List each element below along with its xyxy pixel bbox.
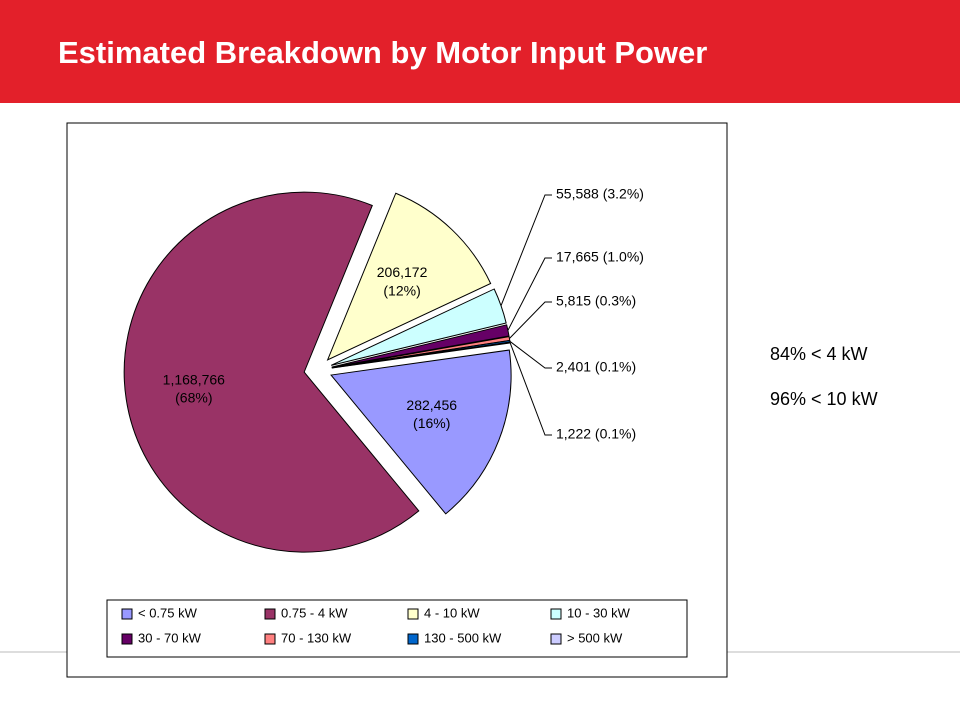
legend-swatch bbox=[121, 633, 133, 645]
pie-slice bbox=[326, 192, 492, 361]
header-band bbox=[0, 0, 960, 103]
leader-line bbox=[500, 194, 552, 306]
data-label: 1,222 (0.1%) bbox=[556, 426, 636, 442]
pie-slice bbox=[330, 349, 512, 515]
legend-label: 0.75 - 4 kW bbox=[281, 605, 348, 620]
annotation: 96% < 10 kW bbox=[770, 389, 878, 409]
pie-slice bbox=[123, 191, 420, 553]
leader-line bbox=[507, 257, 552, 331]
legend-label: 10 - 30 kW bbox=[567, 605, 631, 620]
legend-box bbox=[106, 599, 688, 658]
pie-slice bbox=[331, 324, 510, 368]
data-label: 5,815 (0.3%) bbox=[556, 293, 636, 309]
data-label: 1,168,766 (68%) bbox=[163, 371, 225, 405]
legend-label: < 0.75 kW bbox=[138, 605, 198, 620]
legend-label: 70 - 130 kW bbox=[281, 630, 352, 645]
pie-slice bbox=[330, 288, 507, 366]
leader-line bbox=[509, 342, 552, 436]
legend-label: 4 - 10 kW bbox=[424, 605, 480, 620]
legend-label: 130 - 500 kW bbox=[424, 630, 502, 645]
legend-label: 30 - 70 kW bbox=[138, 630, 202, 645]
leader-line bbox=[509, 340, 552, 369]
data-label: 2,401 (0.1%) bbox=[556, 359, 636, 375]
data-label: 55,588 (3.2%) bbox=[556, 186, 644, 202]
data-label: 206,172 (12%) bbox=[377, 264, 428, 298]
legend-swatch bbox=[264, 633, 276, 645]
data-label: 282,456 (16%) bbox=[406, 396, 457, 430]
legend-swatch bbox=[407, 608, 419, 620]
leader-line bbox=[509, 301, 552, 339]
slide-title: Estimated Breakdown by Motor Input Power bbox=[58, 35, 707, 70]
annotation: 84% < 4 kW bbox=[770, 344, 868, 364]
data-label: 17,665 (1.0%) bbox=[556, 249, 644, 265]
legend-swatch bbox=[550, 608, 562, 620]
legend-swatch bbox=[550, 633, 562, 645]
legend-label: > 500 kW bbox=[567, 630, 623, 645]
legend-swatch bbox=[264, 608, 276, 620]
legend-swatch bbox=[407, 633, 419, 645]
legend-swatch bbox=[121, 608, 133, 620]
